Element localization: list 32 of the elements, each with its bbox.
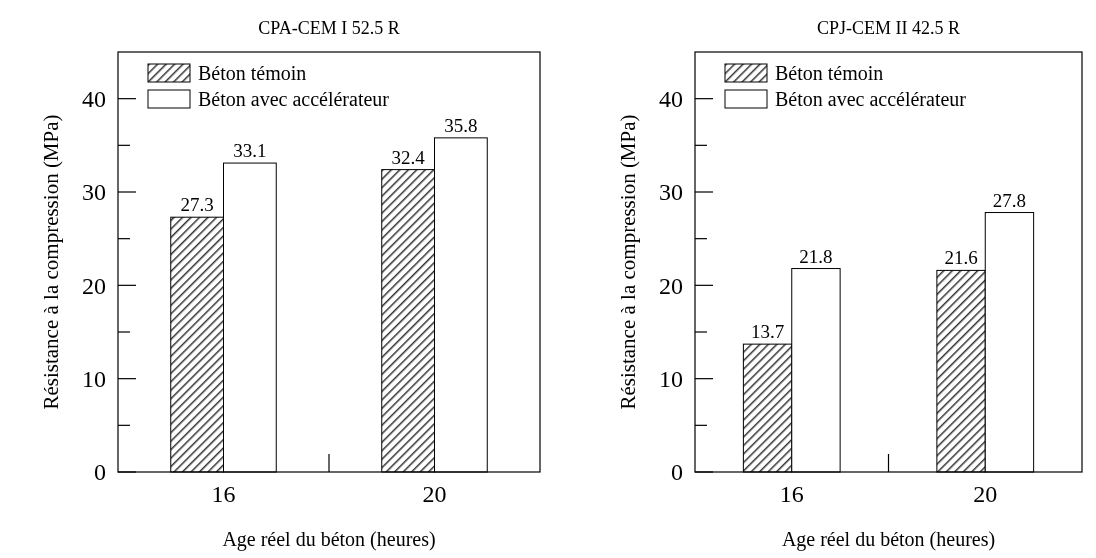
- data-label: 33.1: [233, 140, 267, 162]
- chart-title: CPA-CEM I 52.5 R: [258, 18, 400, 38]
- y-tick-label: 30: [659, 179, 683, 206]
- y-tick-label: 20: [659, 272, 683, 299]
- x-tick-label: 20: [422, 481, 447, 507]
- legend-label: Béton témoin: [775, 62, 884, 84]
- y-tick-label: 40: [82, 86, 106, 113]
- x-tick-label: 16: [211, 481, 236, 507]
- legend-label: Béton témoin: [198, 62, 307, 84]
- x-tick-label: 16: [779, 481, 804, 507]
- y-tick-label: 10: [82, 366, 106, 393]
- y-tick-label: 10: [659, 366, 683, 393]
- data-label: 27.8: [992, 189, 1027, 211]
- y-tick-label: 0: [94, 459, 106, 486]
- x-tick-label: 20: [973, 481, 998, 507]
- y-tick-label: 0: [671, 459, 683, 486]
- data-label: 21.6: [944, 247, 978, 269]
- data-label: 21.8: [799, 245, 833, 267]
- y-axis-title: Résistance à la compression (MPa): [39, 114, 63, 410]
- y-tick-label: 20: [82, 272, 106, 299]
- data-label: 13.7: [750, 321, 785, 343]
- data-label: 35.8: [444, 114, 478, 136]
- legend-label: Béton avec accélérateur: [198, 88, 390, 110]
- y-tick-label: 40: [659, 86, 683, 113]
- y-tick-label: 30: [82, 179, 106, 206]
- x-axis-title: Age réel du béton (heures): [781, 528, 996, 551]
- data-label: 32.4: [391, 146, 426, 168]
- data-label: 27.3: [180, 194, 214, 216]
- legend-label: Béton avec accélérateur: [775, 88, 967, 110]
- y-axis-title: Résistance à la compression (MPa): [616, 114, 640, 410]
- x-axis-title: Age réel du béton (heures): [222, 528, 436, 551]
- chart-title: CPJ-CEM II 42.5 R: [816, 18, 961, 38]
